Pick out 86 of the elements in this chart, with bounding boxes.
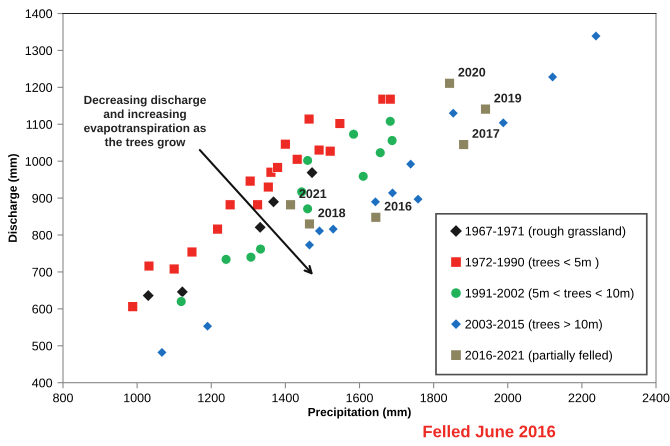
point bbox=[328, 224, 338, 234]
point bbox=[314, 144, 324, 156]
legend-label: 2016-2021 (partially felled) bbox=[465, 350, 612, 362]
point bbox=[245, 176, 256, 186]
x-tick-label: 800 bbox=[53, 393, 73, 402]
x-tick-label: 2200 bbox=[568, 393, 596, 402]
text: Felled June 2016 bbox=[424, 425, 556, 438]
y-tick-label: 1200 bbox=[26, 83, 52, 92]
legend-label: 1967-1971 (rough grassland) bbox=[466, 226, 626, 238]
point bbox=[292, 154, 302, 164]
point bbox=[156, 347, 168, 358]
point bbox=[314, 226, 325, 236]
y-tick-label: 600 bbox=[32, 304, 52, 314]
y-tick-label: 1400 bbox=[26, 9, 52, 18]
point bbox=[285, 200, 296, 210]
y-tick-label: 700 bbox=[32, 268, 52, 277]
point bbox=[370, 212, 381, 222]
point bbox=[547, 72, 558, 82]
point bbox=[176, 286, 189, 298]
point bbox=[302, 155, 313, 166]
annotation: Decreasing discharge and increasing evapotranspiration as the trees grow bbox=[84, 95, 206, 149]
point bbox=[375, 148, 386, 158]
point bbox=[370, 196, 381, 207]
point bbox=[348, 129, 359, 140]
point bbox=[176, 296, 186, 307]
point bbox=[325, 146, 336, 156]
y-tick-label: 400 bbox=[32, 378, 52, 388]
point bbox=[304, 114, 314, 124]
x-tick-label: 2000 bbox=[494, 393, 522, 402]
x-tick-label: 1000 bbox=[124, 393, 151, 402]
legend-label: 1991-2002 (5m < trees < 10m) bbox=[466, 288, 634, 300]
point bbox=[142, 289, 154, 302]
point bbox=[267, 196, 280, 208]
point bbox=[412, 194, 424, 204]
point bbox=[304, 240, 315, 250]
point bbox=[144, 260, 154, 272]
point bbox=[263, 182, 274, 192]
x-tick-label: 1400 bbox=[272, 393, 299, 402]
point bbox=[385, 116, 396, 126]
point bbox=[169, 264, 180, 274]
point bbox=[498, 118, 508, 128]
point bbox=[246, 252, 256, 262]
point bbox=[444, 78, 455, 88]
y-tick-label: 900 bbox=[32, 194, 52, 203]
point bbox=[448, 108, 458, 118]
y-tick-label: 1300 bbox=[26, 46, 52, 56]
x-tick-label: 1600 bbox=[346, 393, 373, 402]
point bbox=[590, 30, 602, 42]
annotation: 2016 bbox=[384, 202, 412, 211]
point bbox=[202, 321, 213, 332]
point bbox=[304, 218, 315, 230]
point bbox=[220, 254, 232, 265]
y-tick-label: 800 bbox=[32, 230, 52, 240]
point bbox=[387, 188, 398, 198]
point bbox=[272, 162, 283, 173]
point bbox=[334, 118, 345, 129]
legend-label: 2003-2015 (trees > 10m) bbox=[465, 319, 602, 332]
annotation: 2017 bbox=[472, 129, 500, 138]
point bbox=[128, 302, 138, 312]
point bbox=[302, 204, 313, 214]
x-tick-label: 1200 bbox=[198, 393, 225, 402]
point bbox=[385, 94, 396, 104]
point bbox=[186, 246, 198, 258]
point bbox=[358, 171, 368, 182]
annotation: 2019 bbox=[494, 94, 522, 102]
y-axis-title: Discharge (mm) bbox=[8, 154, 20, 242]
y-tick-label: 1100 bbox=[26, 120, 52, 129]
x-tick-label: 2400 bbox=[642, 393, 670, 402]
point bbox=[405, 158, 416, 170]
point bbox=[254, 221, 266, 234]
x-tick-label: 1800 bbox=[420, 393, 448, 402]
point bbox=[280, 139, 291, 150]
point bbox=[225, 200, 236, 210]
point bbox=[480, 104, 491, 114]
legend-label: 1972-1990 (trees < 5m ) bbox=[466, 257, 598, 270]
point bbox=[306, 166, 318, 179]
y-tick-label: 1000 bbox=[26, 156, 52, 166]
y-tick-label: 500 bbox=[32, 342, 52, 350]
point bbox=[212, 224, 223, 234]
point bbox=[252, 200, 263, 210]
point bbox=[458, 139, 469, 150]
annotation: 2018 bbox=[318, 208, 346, 218]
annotation: 2020 bbox=[458, 68, 486, 77]
x-axis-title: Precipitation (mm) bbox=[308, 408, 411, 419]
point bbox=[255, 244, 266, 254]
point bbox=[386, 135, 398, 146]
